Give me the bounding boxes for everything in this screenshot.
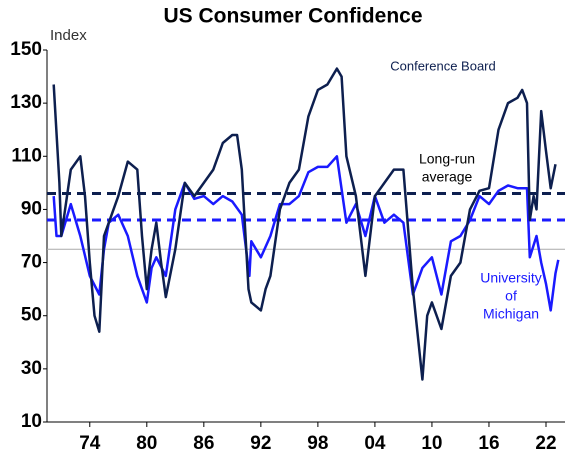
x-tick-label: 74 bbox=[79, 433, 101, 454]
x-tick-label: 86 bbox=[193, 433, 214, 454]
y-tick-label: 50 bbox=[21, 305, 42, 326]
annotation: University bbox=[480, 270, 541, 286]
x-tick-label: 80 bbox=[136, 433, 157, 454]
x-tick-label: 98 bbox=[307, 433, 328, 454]
annotation: Michigan bbox=[483, 306, 539, 322]
x-tick-label: 10 bbox=[421, 433, 442, 454]
y-tick-label: 130 bbox=[10, 92, 42, 113]
y-tick-label: 110 bbox=[11, 145, 42, 166]
x-tick-label: 04 bbox=[364, 433, 386, 454]
annotation: Long-run bbox=[419, 151, 475, 167]
y-axis-label: Index bbox=[50, 27, 87, 44]
chart-title: US Consumer Confidence bbox=[163, 5, 422, 28]
annotation: Conference Board bbox=[390, 58, 496, 73]
x-tick-label: 16 bbox=[478, 433, 499, 454]
y-tick-label: 10 bbox=[21, 411, 42, 432]
series-line bbox=[52, 67, 557, 381]
y-tick-label: 90 bbox=[21, 198, 42, 219]
x-tick-label: 92 bbox=[250, 433, 271, 454]
series-line bbox=[52, 155, 560, 312]
y-tick-label: 150 bbox=[10, 39, 42, 60]
y-tick-label: 70 bbox=[21, 252, 42, 273]
annotation: of bbox=[505, 288, 517, 304]
y-tick-label: 30 bbox=[21, 358, 42, 379]
x-tick-label: 22 bbox=[535, 433, 556, 454]
annotation: average bbox=[422, 169, 473, 185]
